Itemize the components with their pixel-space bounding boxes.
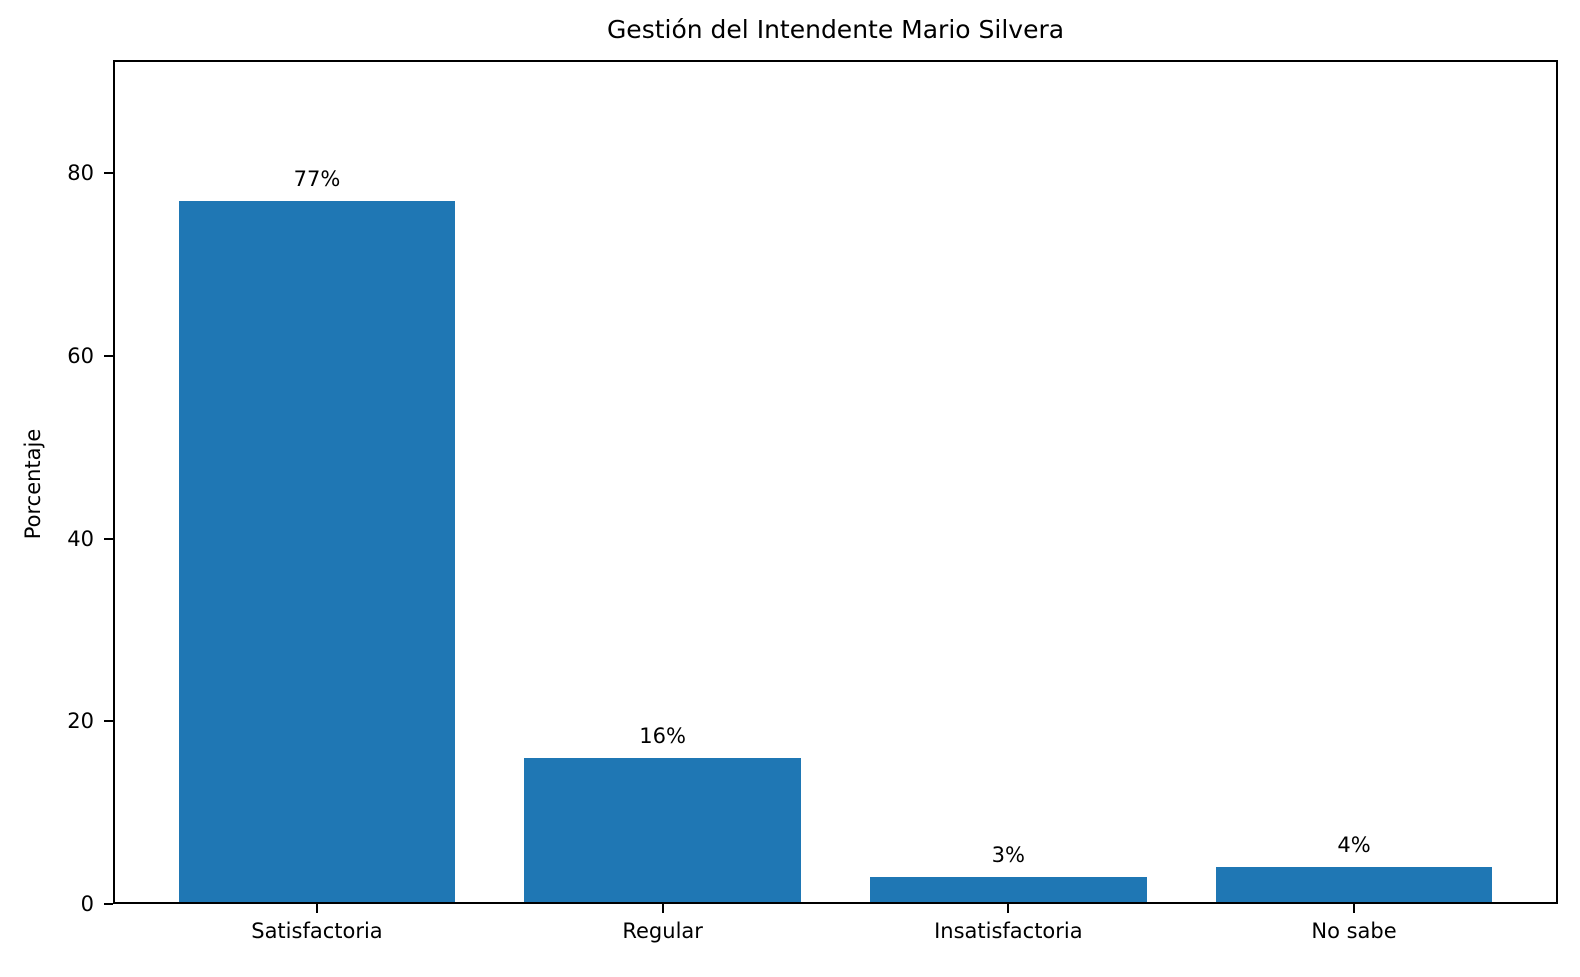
y-axis-label: Porcentaje <box>21 428 45 540</box>
x-tick-label: Insatisfactoria <box>934 919 1083 943</box>
y-tick-mark <box>104 537 113 540</box>
bar-value-label: 3% <box>991 842 1026 867</box>
bar-insatisfactoria <box>870 876 1147 904</box>
bar-value-label: 4% <box>1337 833 1371 858</box>
y-tick-label: 80 <box>67 161 94 186</box>
x-tick-label: Regular <box>622 919 703 943</box>
chart-title: Gestión del Intendente Mario Silvera <box>606 15 1065 44</box>
x-tick-mark <box>1007 904 1010 913</box>
bar-value-label: 77% <box>293 166 341 191</box>
bar-value-label: 16% <box>639 723 686 748</box>
y-tick-mark <box>104 354 113 357</box>
y-tick-label: 20 <box>67 709 94 734</box>
bar-regular <box>524 757 801 904</box>
y-tick-mark <box>104 903 113 905</box>
bar-no-sabe <box>1215 867 1493 904</box>
x-tick-mark <box>1353 904 1356 913</box>
x-tick-mark <box>661 904 664 913</box>
y-tick-label: 0 <box>80 892 94 916</box>
y-tick-mark <box>104 172 113 175</box>
y-tick-label: 40 <box>67 526 94 551</box>
bar-satisfactoria <box>178 200 456 904</box>
x-tick-mark <box>315 904 318 913</box>
y-tick-label: 60 <box>67 343 94 368</box>
x-tick-label: Satisfactoria <box>251 919 383 943</box>
plot-area: 77% 16% 3% 4% <box>113 60 1558 904</box>
y-tick-mark <box>104 720 113 723</box>
x-tick-label: No sabe <box>1311 919 1397 943</box>
